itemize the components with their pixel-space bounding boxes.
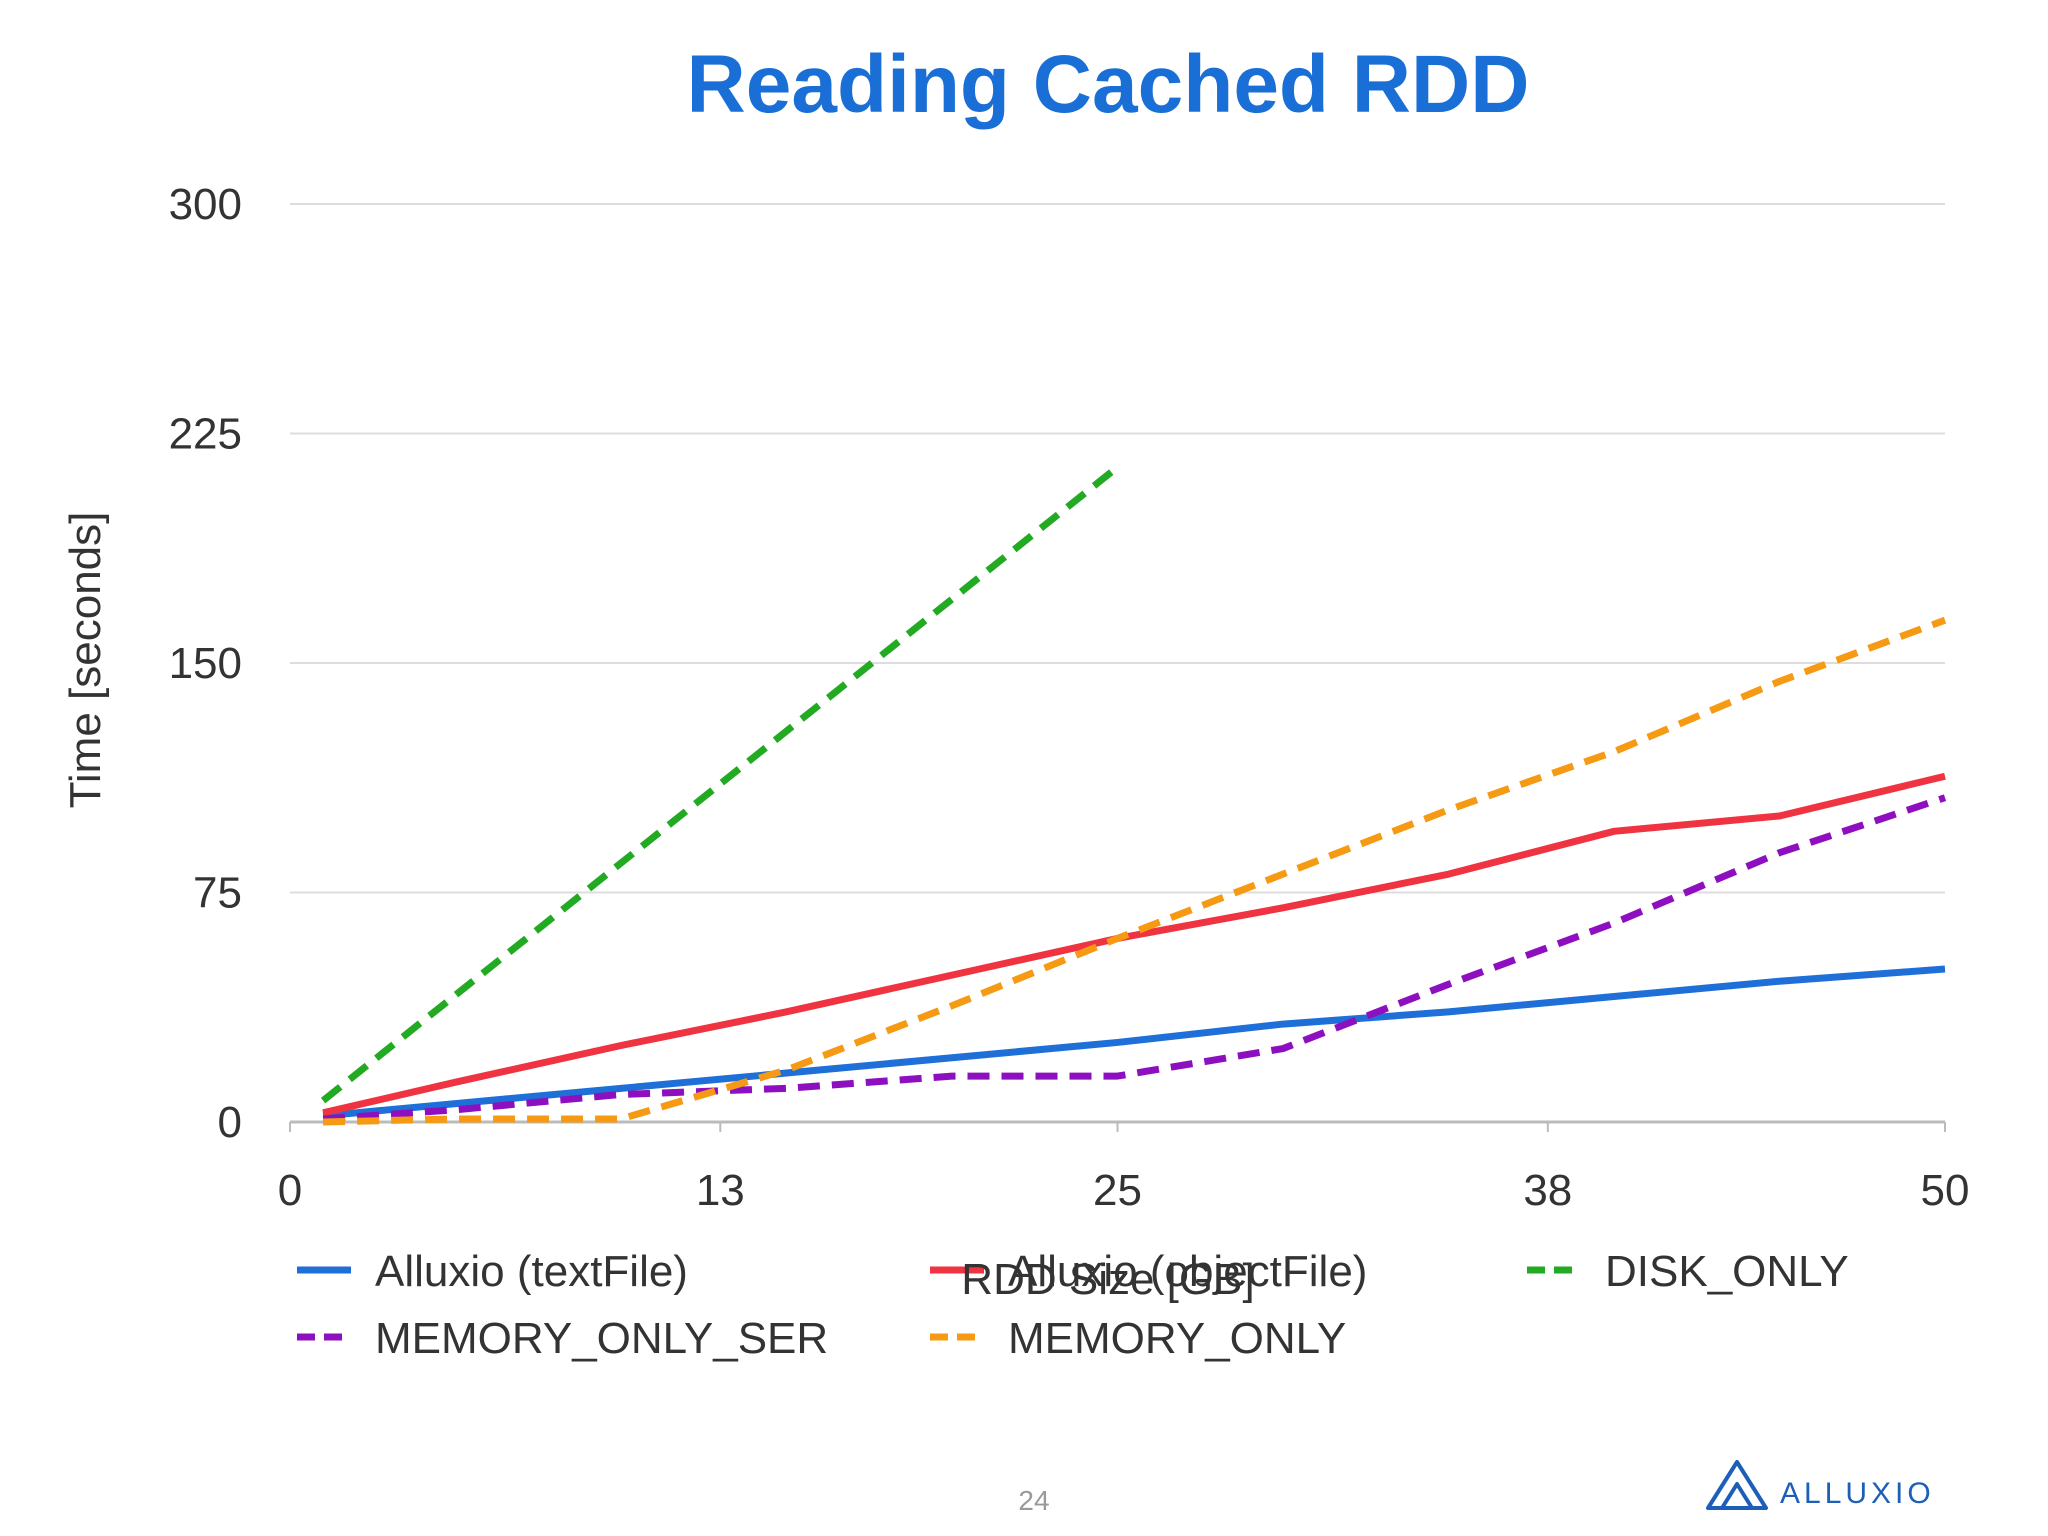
x-tick-label: 50	[1921, 1166, 1970, 1215]
alluxio-logo: ALLUXIO	[1706, 1460, 1935, 1510]
x-axis-title: RDD Size [GB]	[961, 1255, 1254, 1304]
y-axis-ticks: 0 75 150 225 300	[169, 180, 242, 1147]
alluxio-logo-icon	[1706, 1460, 1768, 1510]
chart-title: Reading Cached RDD	[687, 39, 1530, 130]
y-axis-title: Time [seconds]	[61, 512, 110, 809]
legend-label: Alluxio (textFile)	[375, 1247, 688, 1296]
legend-label: MEMORY_ONLY	[1008, 1314, 1346, 1363]
legend-label: Alluxio (objectFile)	[1008, 1247, 1367, 1296]
x-tick-label: 25	[1093, 1166, 1142, 1215]
legend-label: DISK_ONLY	[1605, 1247, 1849, 1296]
y-tick-label: 0	[218, 1098, 242, 1147]
alluxio-logo-text: ALLUXIO	[1780, 1477, 1935, 1510]
x-tick-label: 38	[1523, 1166, 1572, 1215]
legend: Alluxio (textFile) Alluxio (objectFile) DI…	[297, 1247, 1849, 1363]
page-number: 24	[1018, 1485, 1049, 1516]
series-line-4	[323, 616, 1947, 1126]
legend-label: MEMORY_ONLY_SER	[375, 1314, 828, 1363]
gridlines	[290, 203, 1945, 1124]
y-tick-label: 225	[169, 410, 242, 459]
y-tick-label: 300	[169, 180, 242, 229]
x-tick-label: 0	[278, 1166, 302, 1215]
series-lines	[320, 464, 1947, 1126]
x-axis-ticks: 0 13 25 38 50	[278, 1122, 1970, 1215]
series-line-0	[322, 965, 1946, 1120]
series-line-1	[322, 772, 1946, 1117]
series-line-3	[322, 794, 1947, 1123]
x-tick-label: 13	[696, 1166, 745, 1215]
y-tick-label: 75	[193, 869, 242, 918]
series-line-2	[320, 464, 1120, 1104]
y-tick-label: 150	[169, 639, 242, 688]
